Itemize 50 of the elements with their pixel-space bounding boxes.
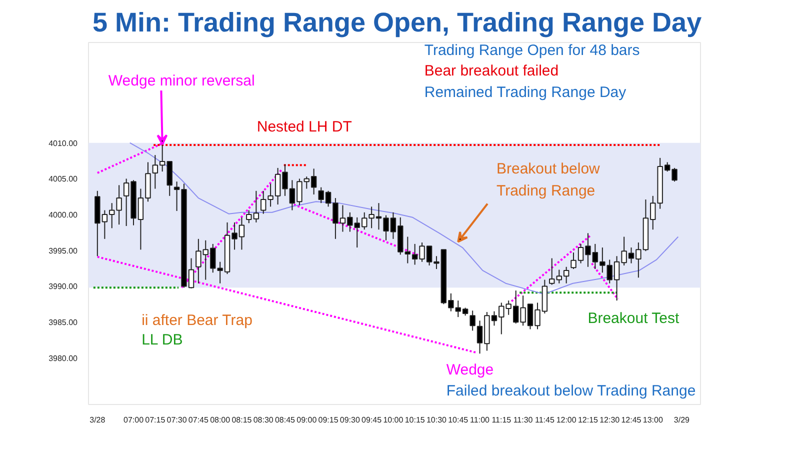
y-tick-label: 3995.00	[48, 246, 78, 256]
x-tick-label: 12:30	[600, 416, 620, 424]
x-tick-label: 08:00	[210, 416, 231, 424]
x-tick-label: 08:45	[274, 416, 296, 424]
x-tick-label: 12:45	[621, 416, 642, 424]
y-tick-label: 4005.00	[48, 174, 78, 184]
x-tick-label: 10:15	[404, 416, 426, 424]
y-tick-label: 4010.00	[48, 138, 78, 148]
x-tick-label: 11:45	[534, 416, 555, 424]
x-tick-label: 12:00	[556, 416, 577, 424]
x-tick-label: 08:15	[232, 416, 252, 424]
x-tick-label: 3/28	[90, 416, 106, 424]
x-tick-label: 09:15	[318, 416, 339, 424]
annotation: Trading Range Open for 48 bars	[424, 42, 640, 59]
x-tick-label: 09:45	[362, 416, 382, 424]
annotation: Breakout Test	[588, 310, 680, 327]
x-tick-label: 07:45	[188, 416, 209, 424]
x-tick-label: 13:00	[642, 416, 664, 424]
candlestick	[549, 258, 555, 286]
annotation: Breakout below Trading Range	[496, 160, 600, 200]
annotation: Bear breakout failed	[424, 62, 559, 80]
annotation: Wedge minor reversal	[108, 72, 255, 90]
candlestick	[570, 252, 576, 270]
y-tick-label: 3990.00	[48, 282, 78, 292]
x-tick-label: 07:30	[166, 416, 188, 424]
annotation: Failed breakout below Trading Range	[446, 382, 696, 400]
x-tick-label: 07:00	[124, 416, 144, 424]
y-tick-label: 3985.00	[48, 318, 78, 328]
candlestick	[404, 236, 411, 264]
annotation: ii after Bear Trap	[142, 312, 252, 330]
y-tick-label: 4000.00	[48, 210, 78, 220]
annotation: Nested LH DT	[256, 118, 352, 136]
candlestick	[470, 310, 476, 332]
x-tick-label: 3/29	[674, 416, 690, 424]
x-tick-label: 08:30	[253, 416, 274, 424]
annotation: Remained Trading Range Day	[424, 84, 627, 102]
x-tick-label: 10:00	[383, 416, 404, 424]
x-tick-label: 10:45	[448, 416, 469, 424]
x-tick-label: 12:15	[578, 416, 599, 424]
x-tick-label: 11:15	[492, 416, 512, 424]
x-tick-label: 11:30	[513, 416, 534, 424]
annotation: Wedge	[446, 362, 494, 379]
annotation: LL DB	[142, 331, 183, 348]
x-tick-label: 10:30	[426, 416, 448, 424]
chart-title: 5 Min: Trading Range Open, Trading Range Day	[92, 8, 702, 38]
x-tick-label: 07:15	[145, 416, 166, 424]
y-tick-label: 3980.00	[48, 354, 78, 363]
x-tick-label: 11:00	[470, 416, 490, 424]
x-tick-label: 09:30	[340, 416, 360, 424]
x-tick-label: 09:00	[296, 416, 318, 424]
